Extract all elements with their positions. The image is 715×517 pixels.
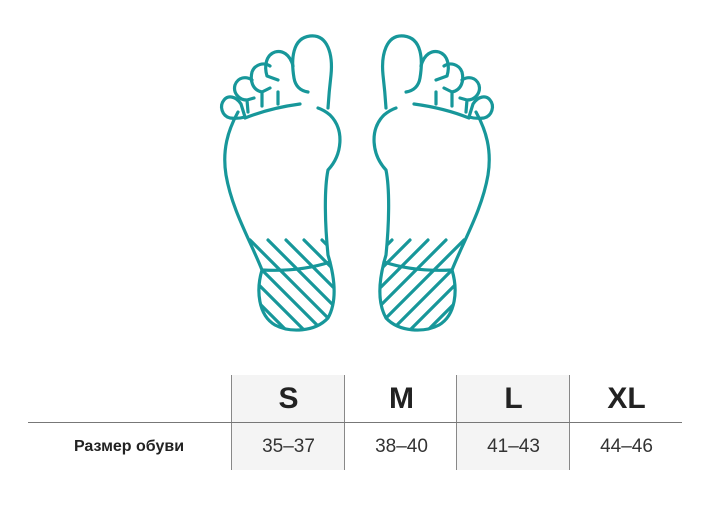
- range-m: 38–40: [375, 436, 428, 457]
- header-divider: [28, 422, 682, 423]
- right-foot: [302, 36, 536, 330]
- row-label: Размер обуви: [73, 438, 185, 455]
- range-s: 35–37: [262, 436, 315, 457]
- size-header-s: S: [278, 382, 299, 415]
- range-l: 41–43: [487, 436, 540, 457]
- size-header-l: L: [504, 382, 523, 415]
- left-foot: [178, 36, 412, 330]
- size-header-xl: XL: [607, 382, 646, 415]
- range-xl: 44–46: [600, 436, 653, 457]
- feet-illustration: [0, 0, 715, 360]
- size-header-m: M: [389, 382, 414, 415]
